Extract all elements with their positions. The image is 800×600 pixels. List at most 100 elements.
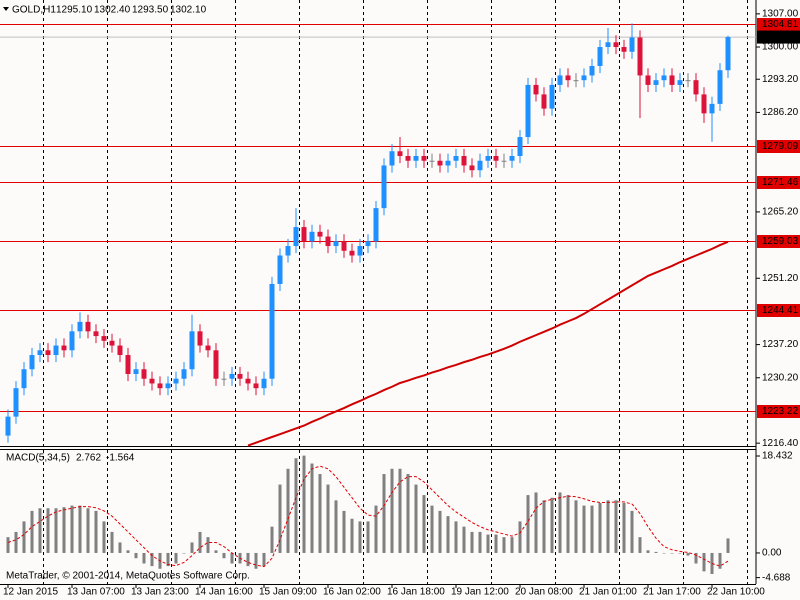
macd-bar	[334, 500, 338, 553]
macd-bar	[142, 552, 146, 564]
macd-bar	[638, 537, 642, 553]
macd-bar	[510, 537, 514, 553]
title-value: 1302.10	[170, 5, 207, 16]
candle-body	[101, 336, 107, 341]
candle-body	[461, 156, 467, 166]
candle-body	[445, 160, 451, 166]
macd-bar	[366, 521, 370, 553]
y-tick-label: 1230.20	[762, 372, 799, 383]
macd-bar	[190, 542, 194, 553]
macd-bar	[630, 510, 634, 553]
macd-bar	[694, 552, 698, 564]
candle-body	[45, 350, 51, 356]
macd-bar	[86, 508, 90, 553]
candle-body	[701, 94, 707, 114]
macd-bar	[214, 550, 218, 553]
candle-body	[133, 369, 139, 374]
macd-bar	[342, 510, 346, 553]
candle-body	[29, 355, 35, 370]
candle-body	[117, 345, 123, 356]
macd-bar	[382, 474, 386, 553]
candle-body	[173, 378, 179, 384]
macd-bar	[558, 492, 562, 553]
candle-body	[493, 156, 499, 161]
candle-body	[341, 241, 347, 251]
macd-bar	[134, 552, 138, 559]
macd-bar	[534, 492, 538, 553]
signal-line	[7, 465, 729, 568]
level-label: 1223.22	[762, 406, 799, 417]
macd-bar	[702, 552, 706, 572]
macd-bar	[614, 500, 618, 553]
candle-body	[189, 331, 195, 370]
candle-body	[573, 80, 579, 82]
macd-bar	[270, 526, 274, 553]
candle-body	[629, 37, 635, 52]
candle-body	[85, 321, 91, 332]
macd-bar	[574, 500, 578, 553]
macd-bar	[462, 526, 466, 553]
candle-body	[725, 37, 731, 71]
level-label-box	[757, 176, 800, 189]
x-tick-label: 20 Jan 08:00	[515, 587, 573, 598]
macd-bar	[118, 542, 122, 553]
indicator-value: -1.564	[106, 453, 135, 464]
x-tick-label: 15 Jan 09:00	[259, 587, 317, 598]
y-tick-label: 1216.40	[762, 438, 799, 449]
candle-body	[405, 156, 411, 161]
menu-arrow	[3, 7, 9, 11]
macd-bar	[550, 497, 554, 553]
macd-bar	[278, 484, 282, 553]
macd-bar	[262, 552, 266, 567]
candle-body	[333, 241, 339, 247]
candle-body	[621, 47, 627, 52]
macd-bar	[326, 484, 330, 553]
macd-bar	[246, 552, 250, 567]
macd-bar	[222, 552, 226, 559]
level-label: 1271.46	[762, 177, 799, 188]
candle-body	[181, 369, 187, 379]
candle-body	[437, 160, 443, 166]
candle-body	[613, 42, 619, 48]
title-value: 1295.10	[56, 5, 93, 16]
macd-bar	[374, 505, 378, 553]
macd-bar	[38, 508, 42, 553]
candle-body	[109, 340, 115, 346]
macd-bar	[126, 550, 130, 553]
x-tick-label: 13 Jan 23:00	[131, 587, 189, 598]
candle-body	[125, 355, 131, 374]
candle-body	[293, 227, 299, 247]
candle-body	[525, 84, 531, 138]
candle-body	[221, 378, 227, 380]
candle-body	[533, 84, 539, 95]
macd-bar	[662, 552, 666, 554]
macd-bar	[582, 505, 586, 553]
macd-bar	[494, 534, 498, 553]
y-tick-label: -4.688	[762, 572, 791, 583]
footer: MetaTrader, © 2001-2014, MetaQuotes Soft…	[6, 571, 250, 582]
macd-bar	[22, 521, 26, 553]
level-label: 1304.81	[762, 19, 799, 30]
candle-body	[149, 378, 155, 384]
macd-bar	[678, 552, 682, 554]
candle-body	[357, 246, 363, 256]
x-tick-label: 14 Jan 16:00	[195, 587, 253, 598]
chart-title: GOLD,H1	[12, 5, 56, 16]
macd-bar	[398, 468, 402, 553]
macd-bar	[566, 495, 570, 553]
candle-body	[661, 75, 667, 81]
candle-body	[157, 383, 163, 389]
candle-body	[429, 160, 435, 162]
macd-bar	[350, 518, 354, 553]
candle-body	[653, 80, 659, 85]
macd-bar	[438, 510, 442, 553]
y-tick-label: 1307.00	[762, 8, 799, 19]
macd-bar	[646, 550, 650, 553]
macd-bar	[46, 508, 50, 553]
candle-body	[485, 156, 491, 161]
x-tick-label: 13 Jan 07:00	[67, 587, 125, 598]
candle-body	[325, 236, 331, 247]
macd-bar	[14, 531, 18, 553]
title-value: 1302.40	[94, 5, 131, 16]
candle-body	[349, 250, 355, 256]
